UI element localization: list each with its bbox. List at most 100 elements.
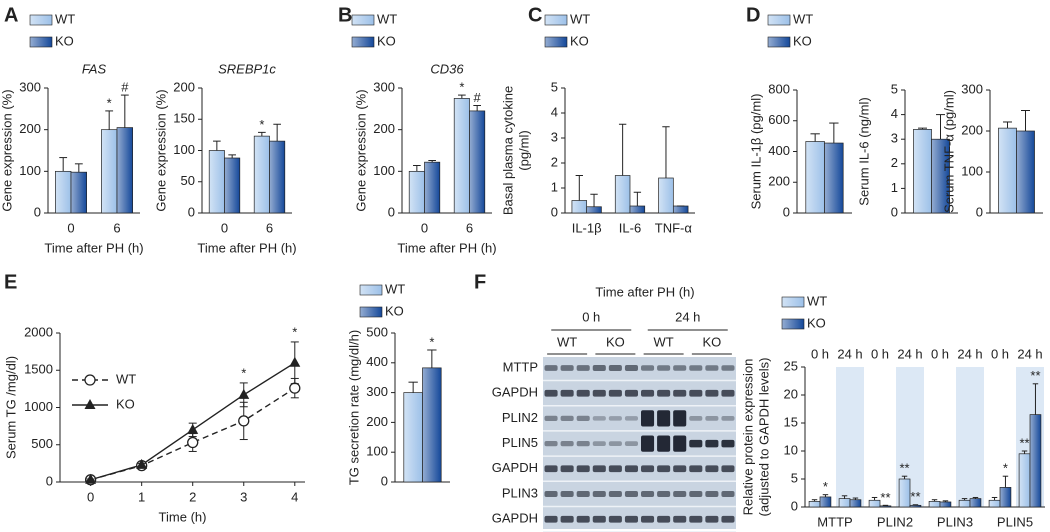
- blot-band: [641, 410, 655, 427]
- error-bar: [105, 110, 114, 130]
- y-axis-label: Gene expression (%): [353, 89, 368, 211]
- blot-genotype: KO: [702, 334, 721, 349]
- blot-band: [721, 465, 735, 473]
- blot-row-label: GAPDH: [492, 511, 538, 526]
- error-bar: [458, 94, 466, 99]
- x-tick-label: 0: [421, 220, 428, 235]
- blot-band: [673, 491, 687, 497]
- y-tick-label: 300: [366, 384, 388, 399]
- y-axis-label: Basal plasma cytokine: [500, 86, 515, 215]
- blot-band: [721, 416, 735, 421]
- blot-row-label: PLIN3: [502, 485, 538, 500]
- bar: [269, 140, 286, 214]
- y-tick-label: 300: [961, 81, 983, 96]
- error-bar: [590, 193, 598, 207]
- group-label: 24 h: [837, 346, 862, 361]
- x-tick-label: 4: [291, 489, 298, 504]
- blot-band: [721, 389, 735, 397]
- group-label: 24 h: [897, 346, 922, 361]
- blot-band: [592, 515, 606, 523]
- y-tick-label: 100: [366, 444, 388, 459]
- blot-band: [705, 416, 719, 421]
- legend-label: WT: [116, 371, 136, 386]
- marker: [238, 415, 250, 427]
- significance: *: [823, 479, 828, 494]
- panel-label: F: [474, 271, 486, 293]
- x-tick-label: 6: [113, 220, 120, 235]
- y-tick-label: 100: [173, 142, 195, 157]
- error-bar: [931, 499, 938, 502]
- error-bar: [1021, 450, 1028, 454]
- x-tick-label: 2: [189, 489, 196, 504]
- error-bar: [213, 140, 221, 151]
- blot-band: [576, 515, 590, 523]
- bar: [208, 150, 225, 214]
- legend-swatch: [359, 306, 383, 318]
- blot-band: [705, 439, 719, 448]
- blot-band: [705, 365, 719, 371]
- blot-band: [560, 365, 574, 371]
- blot-band: [689, 389, 703, 397]
- bar: [998, 127, 1017, 214]
- bar: [224, 157, 241, 214]
- error-bar: [427, 349, 437, 368]
- y-tick-label: 600: [768, 112, 790, 127]
- x-tick-label: PLIN3: [937, 514, 973, 529]
- blot-row-label: MTTP: [503, 359, 538, 374]
- blot-band: [592, 465, 606, 473]
- y-tick-label: 0: [891, 204, 898, 219]
- blot-band: [560, 389, 574, 397]
- legend-swatch: [351, 14, 375, 26]
- y-axis-label: Serum TG /mg/dl): [3, 356, 18, 459]
- blot-band: [544, 465, 558, 473]
- legend-swatch: [29, 14, 53, 26]
- y-tick-label: 0: [34, 204, 41, 219]
- blot-band: [624, 365, 638, 371]
- y-tick-label: 5: [791, 470, 798, 485]
- error-bar: [120, 94, 129, 128]
- bar: [101, 129, 118, 214]
- blot-band: [576, 465, 590, 473]
- bar: [898, 478, 911, 508]
- blot-band: [576, 440, 590, 447]
- y-axis-label: Relative protein expression: [740, 359, 755, 516]
- y-tick-label: 400: [768, 143, 790, 158]
- legend-label: KO: [807, 315, 826, 330]
- y-tick-label: 4: [891, 106, 898, 121]
- blot-band: [657, 435, 671, 452]
- bar: [1018, 453, 1031, 508]
- panel-label: C: [528, 4, 542, 26]
- marker: [289, 382, 301, 394]
- y-tick-label: 0: [188, 204, 195, 219]
- error-bar: [258, 131, 266, 137]
- blot-band: [705, 389, 719, 397]
- y-tick-label: 100: [961, 163, 983, 178]
- error-bar: [810, 133, 820, 142]
- y-tick-label: 2: [551, 154, 558, 169]
- x-axis-label: Time (h): [159, 509, 207, 524]
- blot-band: [705, 491, 719, 497]
- marker: [84, 399, 96, 409]
- significance: *: [429, 334, 434, 349]
- significance: #: [121, 80, 129, 95]
- blot-timepoint: 0 h: [582, 309, 600, 324]
- bar: [403, 392, 423, 483]
- x-tick-label: IL-1β: [572, 220, 602, 235]
- legend-label: KO: [377, 33, 396, 48]
- error-bar: [74, 163, 83, 173]
- blot-band: [576, 389, 590, 397]
- bar: [408, 170, 425, 214]
- bar: [958, 499, 971, 508]
- y-tick-label: 200: [373, 121, 395, 136]
- panel-label: B: [338, 4, 352, 26]
- group-shading: [836, 367, 864, 507]
- y-tick-label: 0: [551, 204, 558, 219]
- y-tick-label: 3: [891, 131, 898, 146]
- bar: [909, 504, 922, 508]
- error-bar: [961, 498, 968, 501]
- error-bar: [1002, 121, 1012, 129]
- x-tick-label: PLIN5: [997, 514, 1033, 529]
- blot-band: [673, 465, 687, 473]
- blot-band: [544, 389, 558, 397]
- bar: [422, 367, 442, 483]
